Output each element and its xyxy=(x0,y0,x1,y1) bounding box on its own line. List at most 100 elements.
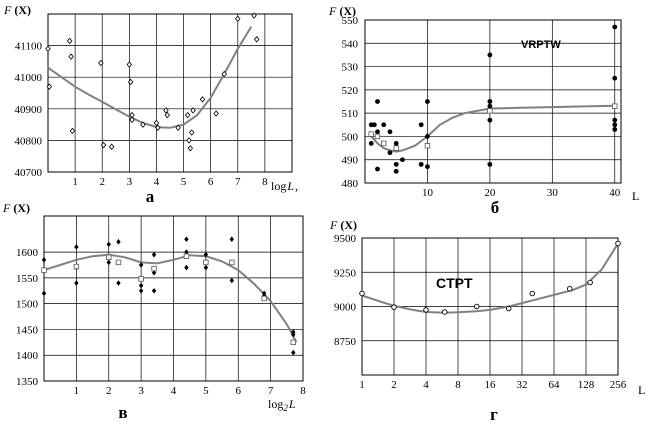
data-point-diamond xyxy=(155,124,161,131)
data-point-square xyxy=(368,131,374,137)
data-point-diamond xyxy=(108,143,115,150)
data-point-diamond xyxy=(41,290,47,297)
data-point-circle xyxy=(391,304,397,310)
x-axis-label-comma: , xyxy=(295,179,298,193)
x-tick-label: 2 xyxy=(106,385,112,397)
x-axis-label-variable: L xyxy=(286,179,294,193)
data-point-diamond xyxy=(184,249,189,255)
data-point-circle xyxy=(375,99,380,104)
x-axis-label: log2L xyxy=(268,397,296,413)
data-point-diamond xyxy=(41,257,47,263)
data-point-diamond xyxy=(153,119,160,127)
data-point-circle xyxy=(393,141,399,146)
data-point-diamond xyxy=(69,127,76,135)
data-point-circle xyxy=(505,305,512,312)
x-tick-label: 6 xyxy=(236,385,242,397)
panel-letter: г xyxy=(490,405,498,424)
data-point-circle xyxy=(612,75,618,81)
y-tick-label: 1550 xyxy=(16,273,39,285)
plot-frame xyxy=(364,19,622,184)
x-tick-label: 256 xyxy=(610,379,627,391)
data-point-square xyxy=(374,133,381,140)
data-point-circle xyxy=(425,99,430,104)
fit-curve xyxy=(370,104,615,153)
data-point-square xyxy=(183,253,190,259)
data-point-circle xyxy=(587,279,593,286)
y-tick-label: 9000 xyxy=(334,302,357,314)
data-point-diamond xyxy=(138,282,144,289)
data-point-circle xyxy=(371,122,377,128)
data-point-diamond xyxy=(229,277,234,284)
data-point-diamond xyxy=(187,145,194,152)
data-point-circle xyxy=(418,161,424,167)
data-point-circle xyxy=(400,157,405,163)
data-point-diamond xyxy=(184,111,191,119)
data-point-diamond xyxy=(45,45,51,52)
x-tick-label: 5 xyxy=(203,385,209,397)
data-point-square xyxy=(487,108,493,114)
y-tick-label: 9250 xyxy=(334,267,357,279)
data-point-circle xyxy=(381,122,387,128)
x-axis-label-text: log xyxy=(271,179,286,193)
x-tick-label: 5 xyxy=(181,176,187,188)
x-axis-label-text: log xyxy=(268,397,283,411)
data-point-diamond xyxy=(203,251,209,258)
y-axis-label: F (X) xyxy=(3,3,31,17)
x-tick-label: 64 xyxy=(549,379,561,391)
data-point-diamond xyxy=(74,244,79,250)
data-point-diamond xyxy=(175,124,181,131)
x-tick-label: 6 xyxy=(208,176,214,188)
panel-letter: а xyxy=(146,187,155,206)
y-axis-label-argument: (X) xyxy=(340,218,357,232)
data-point-diamond xyxy=(184,264,189,271)
x-tick-label: 2 xyxy=(99,176,105,188)
data-point-circle xyxy=(473,303,480,310)
x-tick-label: 4 xyxy=(154,176,160,188)
data-point-diamond xyxy=(199,96,206,103)
y-axis-label-argument: (X) xyxy=(13,201,30,215)
data-point-diamond xyxy=(126,61,133,68)
data-point-diamond xyxy=(68,53,74,60)
fit-curve xyxy=(43,253,298,343)
x-tick-label: 128 xyxy=(578,379,595,391)
y-tick-label: 520 xyxy=(342,85,359,97)
y-tick-label: 40700 xyxy=(15,167,43,179)
data-point-diamond xyxy=(151,251,157,258)
data-point-square xyxy=(203,259,209,266)
x-tick-label: 8 xyxy=(300,385,306,397)
x-axis-label-subscript: 2 xyxy=(283,403,288,413)
x-axis-label: L xyxy=(632,189,639,203)
x-axis-label-text: L xyxy=(638,383,645,397)
data-point-diamond xyxy=(106,259,111,266)
data-point-circle xyxy=(387,129,393,135)
y-axis-label-argument: (X) xyxy=(339,4,356,18)
plot-frame xyxy=(361,237,619,376)
data-point-diamond xyxy=(291,331,296,338)
data-point-diamond xyxy=(251,12,257,19)
x-tick-label: 20 xyxy=(484,187,496,199)
data-point-square xyxy=(229,259,235,266)
panel-letter: б xyxy=(491,198,500,217)
y-axis-label: F (X) xyxy=(329,218,357,232)
y-tick-label: 490 xyxy=(342,155,359,167)
chart-panel-1: 1 2 3 4 5 6 7 8 40700 40800 40900 41000 41100 F (X) log… xyxy=(3,3,294,206)
data-point-diamond xyxy=(291,349,296,356)
data-point-diamond xyxy=(188,129,195,136)
data-point-circle xyxy=(487,117,493,123)
data-point-diamond xyxy=(74,280,79,286)
x-tick-label: 4 xyxy=(171,385,177,397)
data-point-circle xyxy=(441,309,448,315)
data-point-circle xyxy=(368,141,374,146)
y-tick-label: 40900 xyxy=(15,104,43,116)
data-point-diamond xyxy=(151,287,157,294)
x-tick-label: 16 xyxy=(485,379,497,391)
data-point-circle xyxy=(393,161,399,167)
data-point-square xyxy=(138,276,144,282)
data-point-diamond xyxy=(138,262,144,268)
data-point-square xyxy=(73,263,80,270)
data-point-circle xyxy=(425,164,430,170)
data-point-circle xyxy=(612,127,618,132)
data-point-diamond xyxy=(66,37,73,45)
